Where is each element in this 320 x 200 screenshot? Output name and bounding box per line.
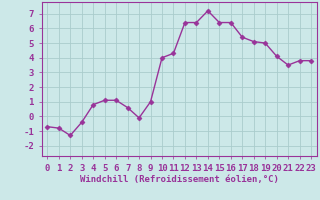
- X-axis label: Windchill (Refroidissement éolien,°C): Windchill (Refroidissement éolien,°C): [80, 175, 279, 184]
